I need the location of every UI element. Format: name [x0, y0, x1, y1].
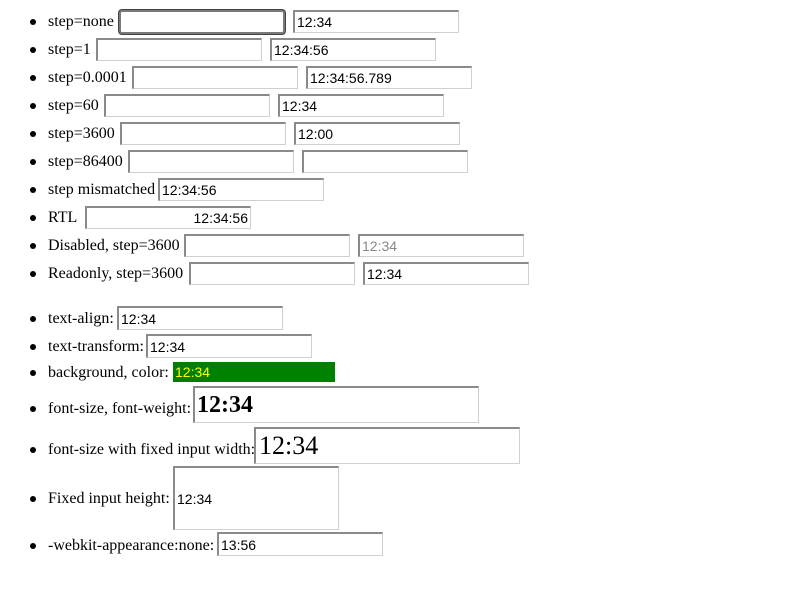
row-label: text-transform: — [48, 338, 144, 355]
time-input[interactable] — [270, 38, 436, 61]
bullet — [30, 19, 36, 25]
time-input-empty[interactable] — [104, 94, 270, 117]
time-input-text-align[interactable] — [117, 306, 283, 330]
time-input[interactable] — [306, 66, 472, 89]
time-input-empty[interactable] — [119, 10, 285, 34]
time-input-empty[interactable] — [128, 150, 294, 173]
time-input-readonly-empty[interactable] — [189, 262, 355, 285]
bullet — [30, 447, 36, 453]
bullet — [30, 215, 36, 221]
time-input-fixed-width[interactable] — [254, 427, 520, 464]
row-label: Readonly, step=3600 — [48, 265, 184, 282]
bullet — [30, 131, 36, 137]
time-input[interactable] — [294, 122, 460, 145]
time-input[interactable] — [278, 94, 444, 117]
time-input-empty[interactable] — [302, 150, 468, 173]
bullet — [30, 243, 36, 249]
bullet — [30, 187, 36, 193]
time-input[interactable] — [293, 10, 459, 33]
row-label: step=86400 — [48, 153, 123, 170]
row-label: font-size, font-weight: — [48, 400, 192, 417]
bullet — [30, 406, 36, 412]
bullet — [30, 370, 36, 376]
bullet — [30, 271, 36, 277]
bullet — [30, 316, 36, 322]
time-input[interactable] — [158, 178, 324, 201]
time-input-disabled — [358, 234, 524, 257]
row-label: -webkit-appearance:none: — [48, 537, 215, 554]
row-label: font-size with fixed input width: — [48, 441, 256, 458]
bullet — [30, 47, 36, 53]
bullet — [30, 103, 36, 109]
time-input-readonly[interactable] — [363, 262, 529, 285]
bullet — [30, 75, 36, 81]
row-label: RTL — [48, 209, 78, 226]
time-input-text-transform[interactable] — [146, 334, 312, 358]
time-input-appearance-none[interactable] — [217, 532, 383, 556]
row-label: step=0.0001 — [48, 69, 127, 86]
time-input-bold[interactable] — [193, 386, 479, 423]
time-input-disabled-empty — [184, 234, 350, 257]
row-label: step=60 — [48, 97, 99, 114]
time-input-empty[interactable] — [132, 66, 298, 89]
row-label: step=1 — [48, 41, 91, 58]
time-input-green[interactable] — [173, 362, 335, 382]
row-label: step=3600 — [48, 125, 115, 142]
bullet — [30, 496, 36, 502]
row-label: step mismatched — [48, 181, 156, 198]
row-label: background, color: — [48, 364, 169, 381]
row-label: step=none — [48, 13, 114, 30]
time-input-fixed-height[interactable] — [173, 466, 339, 530]
time-input-empty[interactable] — [96, 38, 262, 61]
time-input-empty[interactable] — [120, 122, 286, 145]
bullet — [30, 543, 36, 549]
bullet — [30, 159, 36, 165]
time-input-rtl[interactable] — [85, 206, 251, 229]
row-label: Disabled, step=3600 — [48, 237, 180, 254]
bullet — [30, 344, 36, 350]
row-label: text-align: — [48, 310, 114, 327]
row-label: Fixed input height: — [48, 490, 170, 507]
